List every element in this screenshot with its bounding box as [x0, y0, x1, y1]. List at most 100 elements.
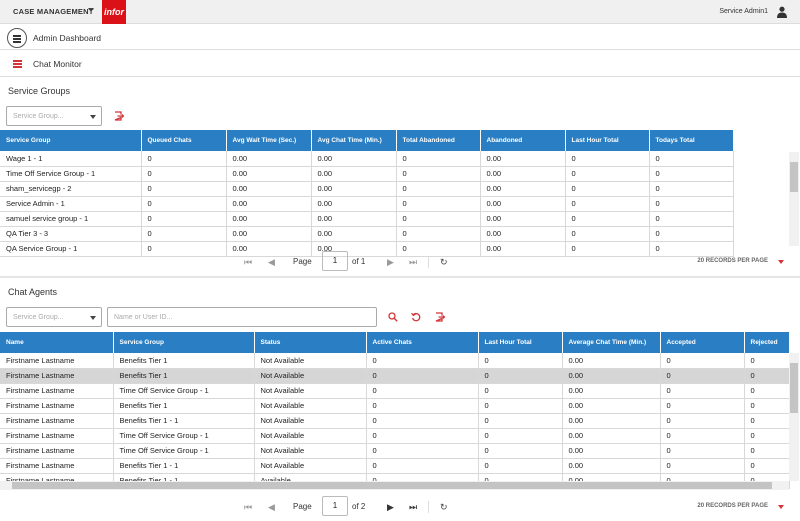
table-cell: QA Service Group - 1 [0, 241, 142, 257]
previous-page-icon[interactable]: ◀ [268, 502, 275, 512]
user-name[interactable]: Service Admin1 [719, 8, 768, 15]
agent-service-group-dropdown[interactable]: Service Group... [6, 307, 102, 327]
page-number-input[interactable]: 1 [322, 251, 348, 271]
table-cell: 0.00 [480, 226, 566, 242]
table-row[interactable]: Firstname Lastname Benefits Tier 1 - 1 Not… [0, 458, 790, 474]
table-cell: 0.00 [311, 151, 397, 167]
table-cell: 0 [565, 226, 650, 242]
table-cell: 0.00 [480, 166, 566, 182]
table-row[interactable]: Wage 1 - 1 0 0.00 0.00 0 0.00 0 0 [0, 151, 734, 167]
table-cell: 0 [478, 398, 563, 414]
table-row[interactable]: sham_servicegp - 2 0 0.00 0.00 0 0.00 0 0 [0, 181, 734, 197]
chevron-down-icon[interactable] [88, 8, 94, 12]
table-row[interactable]: Firstname Lastname Benefits Tier 1 Not Ava… [0, 368, 790, 384]
app-switcher-label[interactable]: CASE MANAGEMENT [13, 7, 94, 16]
table-row[interactable]: Service Admin - 1 0 0.00 0.00 0 0.00 0 0 [0, 196, 734, 212]
name-search-input[interactable] [107, 307, 377, 327]
first-page-icon[interactable]: ⏮ [244, 502, 253, 512]
table-row[interactable]: Firstname Lastname Time Off Service Group… [0, 383, 790, 399]
table-cell: 0.00 [311, 181, 397, 197]
table-row[interactable]: samuel service group - 1 0 0.00 0.00 0 0.00 0 0 [0, 211, 734, 227]
column-header[interactable]: Average Chat Time (Min.) [562, 332, 661, 353]
table-cell: 0 [478, 458, 563, 474]
table-cell: 0.00 [311, 196, 397, 212]
table-cell: Firstname Lastname [0, 428, 114, 444]
table-row[interactable]: Firstname Lastname Benefits Tier 1 Not Ava… [0, 398, 790, 414]
table-cell: 0.00 [480, 241, 566, 257]
table-cell: 0.00 [562, 443, 661, 459]
previous-page-icon[interactable]: ◀ [268, 257, 275, 267]
next-page-icon[interactable]: ▶ [387, 257, 394, 267]
table-cell: 0 [366, 443, 479, 459]
table-cell: 0.00 [480, 196, 566, 212]
column-header[interactable]: Total Abandoned [396, 130, 481, 151]
chevron-down-icon[interactable] [778, 505, 784, 509]
table-cell: Not Available [254, 413, 367, 429]
table-row[interactable]: QA Tier 3 - 3 0 0.00 0.00 0 0.00 0 0 [0, 226, 734, 242]
column-header[interactable]: Name [0, 332, 114, 353]
table-cell: 0.00 [480, 151, 566, 167]
table-cell: 0 [649, 166, 734, 182]
column-header[interactable]: Accepted [660, 332, 745, 353]
column-header[interactable]: Service Group [113, 332, 255, 353]
table-cell: Wage 1 - 1 [0, 151, 142, 167]
column-header[interactable]: Todays Total [649, 130, 734, 151]
table-cell: 0.00 [226, 241, 312, 257]
table-cell: Firstname Lastname [0, 368, 114, 384]
column-header[interactable]: Avg Wait Time (Sec.) [226, 130, 312, 151]
service-groups-scrollbar[interactable] [789, 152, 799, 246]
table-cell: 0 [141, 211, 227, 227]
last-page-icon[interactable]: ⏭ [409, 502, 418, 512]
list-menu-icon[interactable] [13, 60, 22, 68]
records-per-page[interactable]: 20 RECORDS PER PAGE [697, 503, 768, 509]
column-header[interactable]: Last Hour Total [565, 130, 650, 151]
chat-agents-scrollbar[interactable] [789, 353, 799, 481]
refresh-icon[interactable]: ↻ [440, 257, 448, 267]
section-divider [0, 276, 800, 278]
column-header[interactable]: Queued Chats [141, 130, 227, 151]
column-header[interactable]: Service Group [0, 130, 142, 151]
table-cell: 0 [649, 211, 734, 227]
menu-icon[interactable] [7, 28, 27, 48]
service-group-dropdown[interactable]: Service Group... [6, 106, 102, 126]
horizontal-scrollbar[interactable] [0, 481, 789, 490]
chat-monitor-bar: Chat Monitor [0, 51, 800, 77]
chevron-down-icon[interactable] [778, 260, 784, 264]
table-cell: 0 [744, 353, 790, 369]
table-row[interactable]: Time Off Service Group - 1 0 0.00 0.00 0 0.00… [0, 166, 734, 182]
table-cell: 0.00 [562, 413, 661, 429]
search-icon[interactable] [388, 312, 398, 322]
next-page-icon[interactable]: ▶ [387, 502, 394, 512]
table-row[interactable]: Firstname Lastname Time Off Service Group… [0, 443, 790, 459]
table-cell: 0.00 [562, 428, 661, 444]
first-page-icon[interactable]: ⏮ [244, 257, 253, 267]
table-cell: 0 [660, 383, 745, 399]
table-row[interactable]: Firstname Lastname Benefits Tier 1 Not Ava… [0, 353, 790, 369]
table-cell: Not Available [254, 458, 367, 474]
last-page-icon[interactable]: ⏭ [409, 257, 418, 267]
column-header[interactable]: Last Hour Total [478, 332, 563, 353]
refresh-icon[interactable]: ↻ [440, 502, 448, 512]
column-header[interactable]: Avg Chat Time (Min.) [311, 130, 397, 151]
table-cell: 0.00 [226, 166, 312, 182]
column-header[interactable]: Status [254, 332, 367, 353]
column-header[interactable]: Rejected [744, 332, 790, 353]
table-cell: Firstname Lastname [0, 398, 114, 414]
table-row[interactable]: Firstname Lastname Time Off Service Group… [0, 428, 790, 444]
table-cell: 0 [141, 226, 227, 242]
export-icon[interactable] [435, 312, 445, 322]
column-header[interactable]: Active Chats [366, 332, 479, 353]
table-cell: 0 [366, 368, 479, 384]
table-cell: 0 [660, 428, 745, 444]
reset-icon[interactable] [411, 312, 421, 322]
page-number-input[interactable]: 1 [322, 496, 348, 516]
user-icon[interactable] [777, 6, 787, 18]
table-cell: 0.00 [480, 211, 566, 227]
table-cell: 0.00 [562, 458, 661, 474]
table-row[interactable]: QA Service Group - 1 0 0.00 0.00 0 0.00 0 0 [0, 241, 734, 257]
table-row[interactable]: Firstname Lastname Benefits Tier 1 - 1 Not… [0, 413, 790, 429]
records-per-page[interactable]: 20 RECORDS PER PAGE [697, 258, 768, 264]
table-cell: 0.00 [226, 181, 312, 197]
column-header[interactable]: Abandoned [480, 130, 566, 151]
export-icon[interactable] [114, 111, 124, 121]
